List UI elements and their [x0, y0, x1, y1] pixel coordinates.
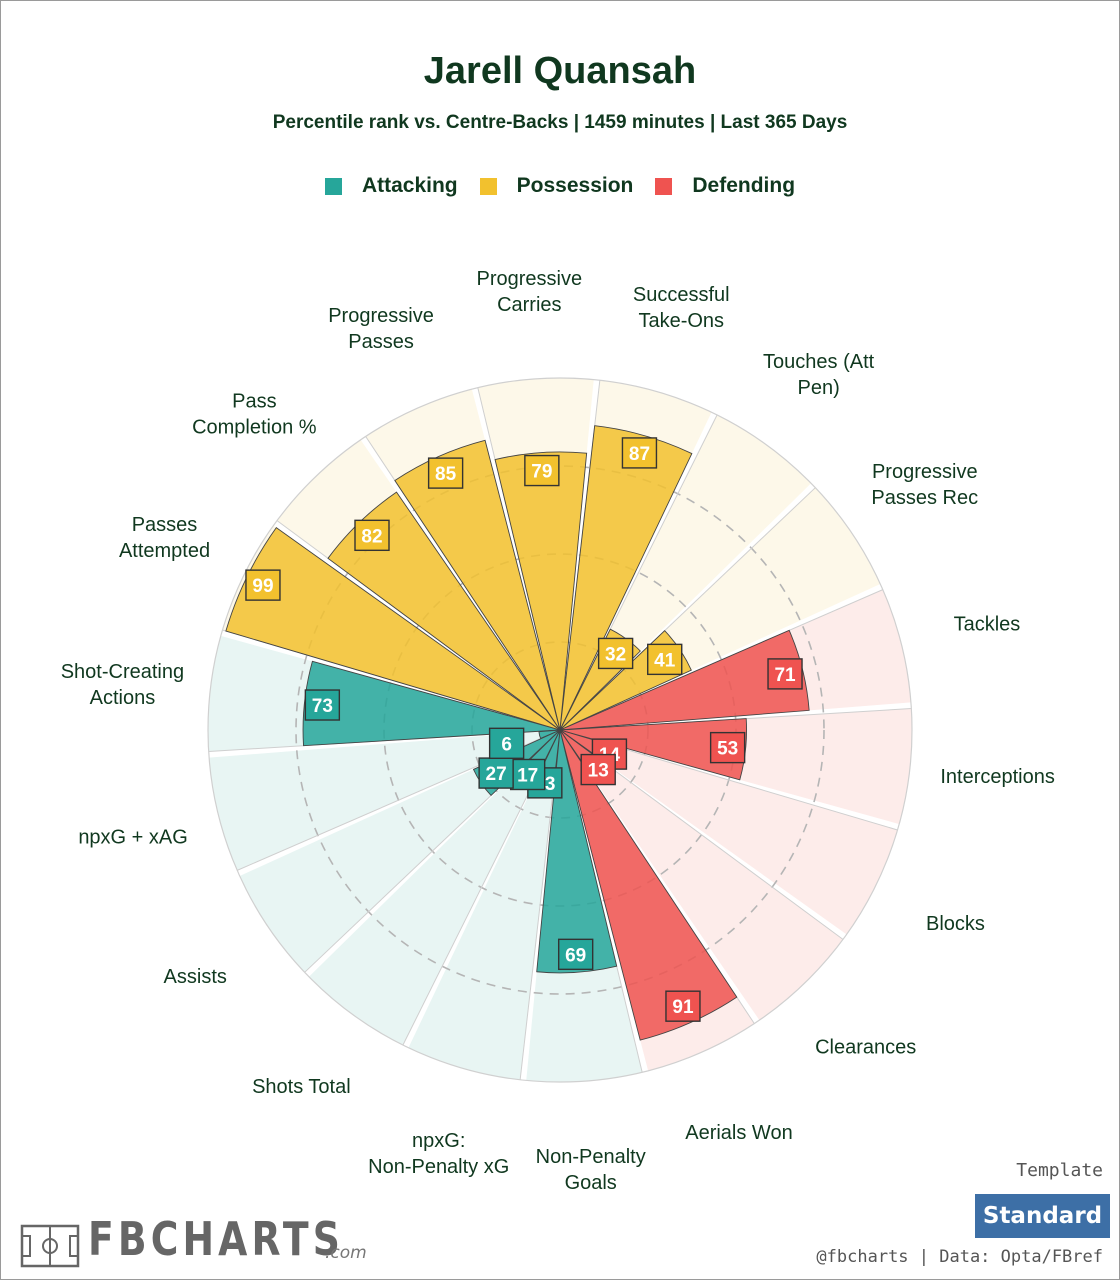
category-label: Passes Attempted [119, 514, 210, 562]
category-label: Pass Completion % [192, 390, 317, 438]
value-label: 85 [435, 464, 457, 485]
bar-possession [494, 451, 588, 731]
value-label: 79 [531, 462, 552, 483]
template-button[interactable]: Standard [975, 1194, 1110, 1238]
category-label: Successful Take-Ons [633, 284, 730, 332]
category-label: npxG + xAG [78, 826, 188, 848]
category-label: Non-Penalty Goals [536, 1146, 646, 1194]
value-label: 6 [501, 734, 512, 755]
fbcharts-logo: FBCHARTS .com [20, 1210, 400, 1268]
value-label: 82 [361, 526, 382, 547]
legend-label-defending: Defending [692, 174, 796, 197]
category-label: Progressive Passes [328, 305, 434, 353]
value-label: 73 [312, 696, 333, 717]
bg-wedge-attacking [308, 730, 560, 1046]
bg-wedge-attacking [408, 730, 560, 1080]
value-label-box [767, 658, 803, 690]
value-label-box [597, 637, 634, 670]
template-label: Template [1016, 1160, 1103, 1181]
bg-wedge-defending [560, 730, 843, 1021]
value-label: 13 [588, 761, 609, 782]
value-label: 71 [774, 665, 796, 686]
bar-possession [559, 425, 693, 731]
category-label: Shots Total [252, 1076, 351, 1098]
bar-attacking [302, 660, 561, 747]
legend-label-possession: Possession [516, 174, 634, 197]
bar-possession [394, 439, 561, 731]
pitch-icon [20, 1224, 80, 1268]
category-label: Progressive Carries [477, 268, 583, 316]
category-label: Clearances [815, 1037, 916, 1059]
bg-wedge-defending [560, 730, 898, 935]
legend-swatch-defending [655, 177, 673, 195]
legend-item-defending: Defending [655, 174, 795, 198]
legend-swatch-attacking [324, 177, 342, 195]
value-label-box [304, 689, 341, 721]
logo-suffix: .com [325, 1243, 367, 1263]
value-label-box [709, 731, 746, 764]
legend-swatch-possession [479, 177, 497, 195]
value-label: 41 [654, 650, 676, 671]
legend-item-attacking: Attacking [324, 174, 458, 198]
bar-defending [559, 718, 748, 781]
value-label: 87 [629, 444, 650, 465]
category-label: Tackles [954, 614, 1021, 636]
legend-label-attacking: Attacking [361, 174, 458, 197]
chart-title: Jarell Quansah [423, 50, 697, 92]
category-label: Interceptions [940, 766, 1055, 788]
value-label-box [488, 727, 525, 760]
value-label-box [524, 454, 560, 487]
category-label: Touches (Att Pen) [763, 351, 875, 399]
category-label: npxG: Non-Penalty xG [368, 1130, 509, 1178]
legend: Attacking Possession Defending [0, 174, 1120, 198]
value-label-box [557, 938, 594, 971]
value-label: 69 [565, 945, 586, 966]
category-label: Assists [164, 966, 227, 988]
value-label-box [427, 457, 464, 489]
outer-ring [207, 377, 913, 1083]
value-label: 17 [517, 765, 538, 786]
value-label-box [354, 519, 390, 552]
bar-defending [559, 729, 738, 1041]
bg-wedge-attacking [209, 730, 560, 871]
value-label-box [245, 569, 281, 601]
value-label: 99 [252, 576, 273, 597]
category-label: Aerials Won [685, 1122, 792, 1144]
category-label: Shot-Creating Actions [61, 661, 184, 709]
bar-attacking [538, 729, 561, 740]
value-label: 91 [672, 997, 694, 1018]
value-label: 53 [717, 739, 738, 760]
category-label: Blocks [926, 913, 985, 935]
bg-wedge-attacking [239, 730, 560, 973]
category-label: Progressive Passes Rec [871, 461, 978, 509]
data-credit: @fbcharts | Data: Opta/FBref [816, 1247, 1103, 1267]
value-label-box [665, 990, 701, 1022]
value-label: 27 [486, 764, 507, 785]
value-label-box [580, 753, 616, 786]
logo-text: FBCHARTS [88, 1212, 345, 1266]
value-label: 32 [605, 644, 626, 665]
legend-item-possession: Possession [479, 174, 634, 198]
chart-subtitle: Percentile rank vs. Centre-Backs | 1459 … [272, 112, 848, 133]
value-label-box [647, 643, 683, 676]
value-label-box [621, 437, 658, 469]
value-label-box [509, 758, 546, 791]
grid-ring-75 [295, 465, 825, 995]
